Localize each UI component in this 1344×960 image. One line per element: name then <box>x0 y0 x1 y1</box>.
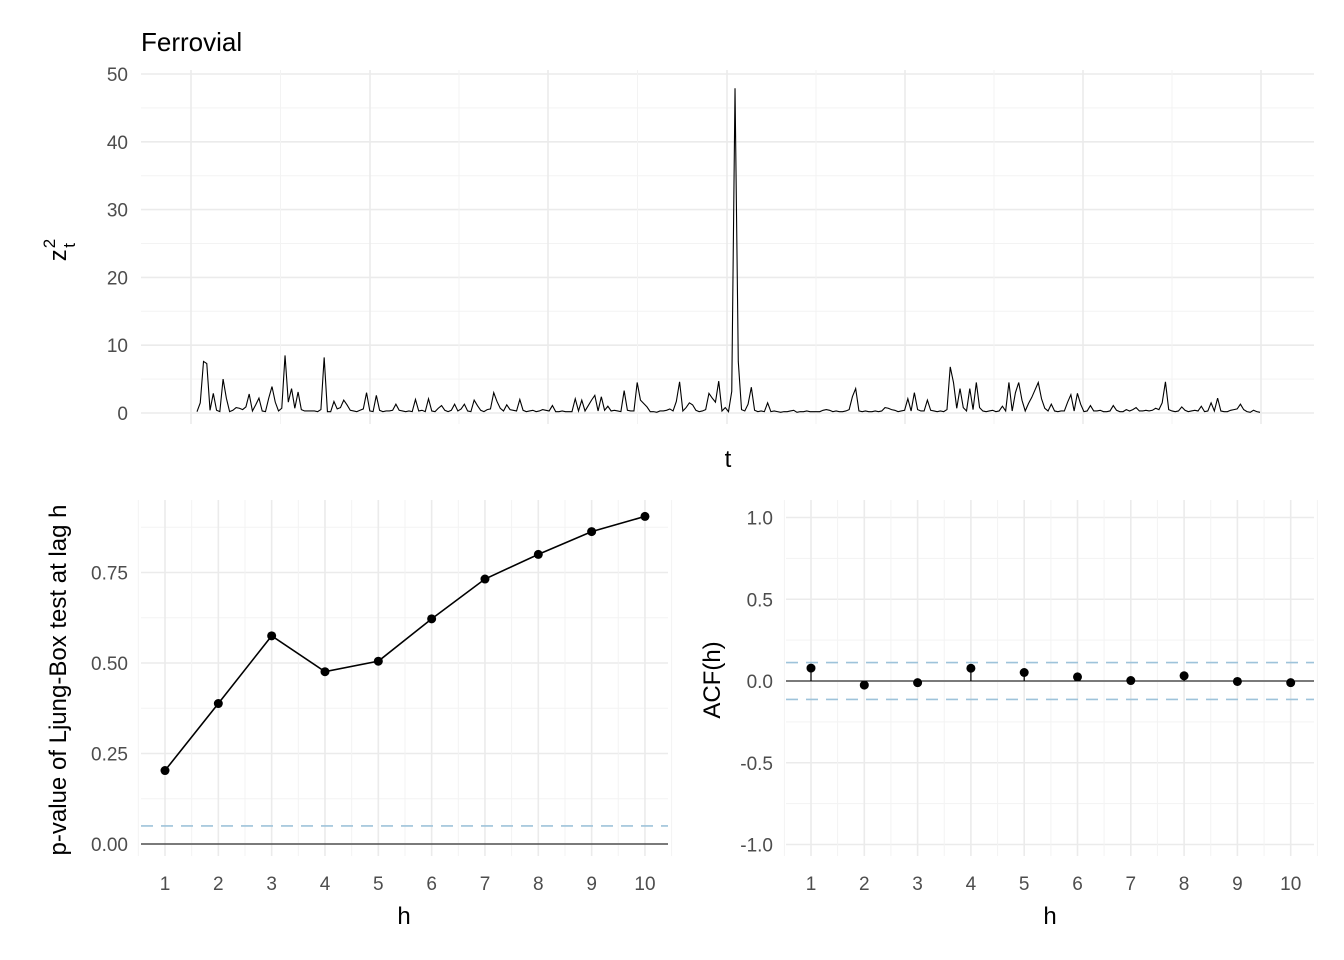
chart-title: Ferrovial <box>141 27 242 57</box>
acf-x-tick-label: 5 <box>1019 874 1030 895</box>
top-y-tick-label: 0 <box>117 404 128 425</box>
ljung-box-y-tick-label: 0.25 <box>91 745 128 766</box>
top-y-tick-label: 40 <box>107 133 128 154</box>
acf-point <box>859 680 869 690</box>
acf-x-tick-label: 7 <box>1126 874 1137 895</box>
acf-y-axis-label: ACF(h) <box>699 641 726 718</box>
acf-x-tick-label: 1 <box>806 874 817 895</box>
ljung-box-y-tick-labels: 0.00 0.25 0.50 0.75 <box>91 564 128 857</box>
top-grid <box>141 70 1314 424</box>
acf-point <box>1179 671 1189 681</box>
ljung-box-point <box>373 656 383 666</box>
top-y-axis-label: z2t <box>40 239 79 261</box>
acf-point <box>806 663 816 673</box>
acf-x-tick-label: 10 <box>1280 874 1301 895</box>
ljung-box-x-tick-label: 6 <box>426 874 437 895</box>
acf-grid <box>783 500 1318 856</box>
acf-point <box>1126 676 1136 686</box>
top-x-axis-label: t <box>725 446 732 473</box>
top-y-axis-label-base: z <box>45 249 72 261</box>
ljung-box-y-tick-label: 0.00 <box>91 835 128 856</box>
ljung-box-y-tick-label: 0.75 <box>91 564 128 585</box>
top-y-tick-label: 30 <box>107 201 128 222</box>
ljung-box-x-tick-label: 10 <box>634 874 655 895</box>
ljung-box-x-tick-label: 8 <box>533 874 544 895</box>
ljung-box-point <box>640 511 650 521</box>
acf-x-tick-label: 4 <box>966 874 977 895</box>
panel-ljung-box: 0.00 0.25 0.50 0.75 1 2 3 4 5 6 7 8 9 10 h p-value o… <box>45 500 673 930</box>
ljung-box-point <box>533 549 543 559</box>
ljung-box-x-tick-label: 4 <box>320 874 331 895</box>
ljung-box-point <box>213 699 223 709</box>
acf-point <box>1019 667 1029 677</box>
acf-x-axis-label: h <box>1043 903 1056 930</box>
top-y-tick-label: 20 <box>107 268 128 289</box>
ljung-box-x-tick-label: 2 <box>213 874 224 895</box>
top-series-line <box>196 88 1261 413</box>
acf-x-tick-label: 3 <box>912 874 923 895</box>
acf-y-tick-labels: -1.0 -0.5 0.0 0.5 1.0 <box>740 509 773 857</box>
acf-y-tick-label: 0.0 <box>747 672 773 693</box>
acf-y-tick-label: -0.5 <box>740 754 773 775</box>
top-y-tick-label: 50 <box>107 65 128 86</box>
ljung-box-point <box>160 766 170 776</box>
ljung-box-x-tick-labels: 1 2 3 4 5 6 7 8 9 10 <box>160 874 656 895</box>
acf-points <box>806 663 1296 690</box>
acf-y-tick-label: 0.5 <box>747 590 773 611</box>
svg-text:z2t: z2t <box>40 239 79 261</box>
ljung-box-point <box>267 631 277 641</box>
ljung-box-point <box>480 574 490 584</box>
acf-x-tick-label: 2 <box>859 874 870 895</box>
ljung-box-grid <box>137 500 673 856</box>
acf-point <box>1232 676 1242 686</box>
top-y-tick-label: 10 <box>107 336 128 357</box>
acf-x-tick-label: 8 <box>1179 874 1190 895</box>
ljung-box-series-line <box>164 515 646 772</box>
top-y-axis-label-sup: 2 <box>40 239 59 248</box>
ljung-box-y-axis-label: p-value of Ljung-Box test at lag h <box>45 505 72 856</box>
panel-acf: -1.0 -0.5 0.0 0.5 1.0 1 2 3 4 5 6 7 8 9 10 h ACF(h) <box>699 500 1318 930</box>
acf-y-tick-label: -1.0 <box>740 836 773 857</box>
acf-point <box>913 678 923 688</box>
acf-x-tick-label: 9 <box>1232 874 1243 895</box>
ljung-box-x-tick-label: 5 <box>373 874 384 895</box>
acf-point <box>1286 678 1296 688</box>
ljung-box-y-tick-label: 0.50 <box>91 654 128 675</box>
ljung-box-x-tick-label: 7 <box>480 874 491 895</box>
ljung-box-x-tick-label: 1 <box>160 874 171 895</box>
acf-point <box>1073 672 1082 682</box>
acf-x-tick-label: 6 <box>1072 874 1083 895</box>
ljung-box-point <box>587 527 597 537</box>
top-y-axis-label-sub: t <box>60 243 79 248</box>
acf-x-tick-labels: 1 2 3 4 5 6 7 8 9 10 <box>806 874 1302 895</box>
ljung-box-point <box>427 614 437 624</box>
acf-y-tick-label: 1.0 <box>747 509 773 530</box>
ljung-box-points <box>160 511 650 776</box>
ljung-box-x-tick-label: 9 <box>586 874 597 895</box>
acf-point <box>966 663 976 673</box>
ljung-box-point <box>320 667 330 677</box>
ljung-box-x-axis-label: h <box>397 903 410 930</box>
top-y-tick-labels: 0 10 20 30 40 50 <box>107 65 128 425</box>
ljung-box-x-tick-label: 3 <box>266 874 277 895</box>
